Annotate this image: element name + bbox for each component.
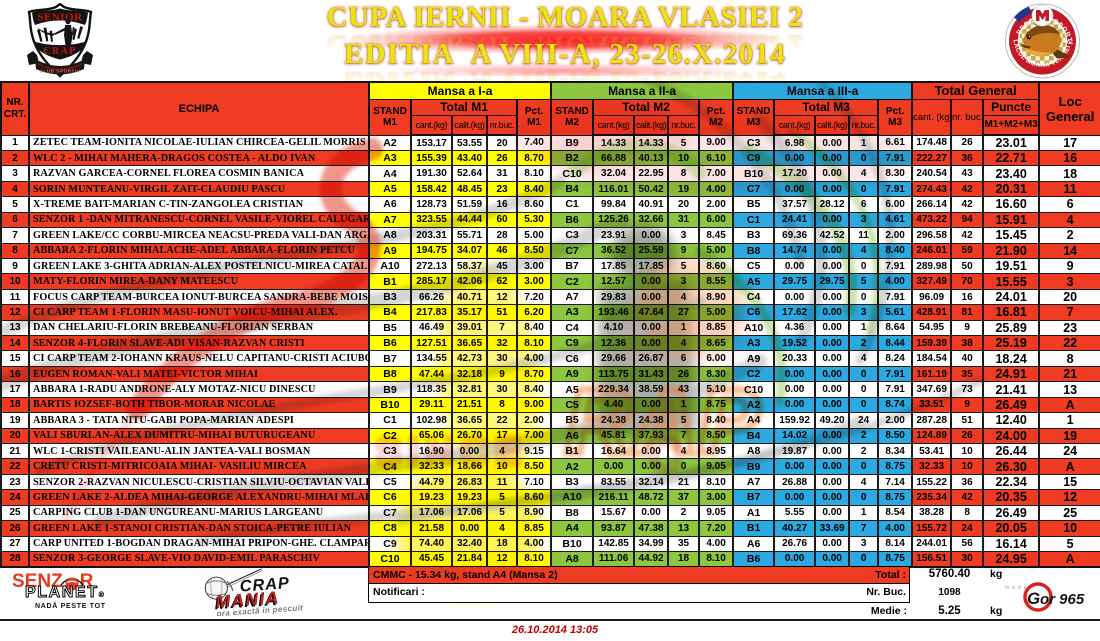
svg-text:CRAP: CRAP: [43, 46, 77, 57]
svg-text:MANIA: MANIA: [215, 587, 280, 611]
svg-text:or 965: or 965: [1040, 591, 1085, 608]
svg-text:SENIOR: SENIOR: [37, 12, 83, 24]
svg-text:MANIA: MANIA: [214, 589, 279, 613]
svg-text:G: G: [1027, 589, 1040, 608]
svg-text:made by: made by: [1005, 585, 1045, 591]
svg-text:CRAP: CRAP: [239, 574, 290, 595]
svg-text:CLUB SPORTIV: CLUB SPORTIV: [40, 69, 81, 74]
